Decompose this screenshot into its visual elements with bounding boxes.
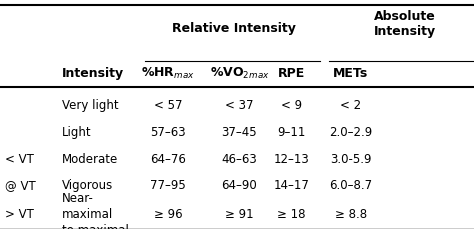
Text: 57–63: 57–63 — [150, 126, 186, 139]
Text: ≥ 18: ≥ 18 — [277, 208, 306, 221]
Text: ≥ 8.8: ≥ 8.8 — [335, 208, 367, 221]
Text: Near-
maximal
to maximal: Near- maximal to maximal — [62, 192, 128, 229]
Text: 77–95: 77–95 — [150, 179, 186, 192]
Text: 3.0-5.9: 3.0-5.9 — [330, 153, 372, 166]
Text: 46–63: 46–63 — [221, 153, 257, 166]
Text: 37–45: 37–45 — [221, 126, 257, 139]
Text: Vigorous: Vigorous — [62, 179, 113, 192]
Text: Very light: Very light — [62, 99, 118, 112]
Text: 9–11: 9–11 — [277, 126, 306, 139]
Text: Light: Light — [62, 126, 91, 139]
Text: 6.0–8.7: 6.0–8.7 — [329, 179, 372, 192]
Text: 14–17: 14–17 — [273, 179, 310, 192]
Text: < 2: < 2 — [340, 99, 361, 112]
Text: Relative Intensity: Relative Intensity — [172, 22, 295, 35]
Text: Moderate: Moderate — [62, 153, 118, 166]
Text: ≥ 91: ≥ 91 — [225, 208, 254, 221]
Text: < 57: < 57 — [154, 99, 182, 112]
Text: %$\bf{VO}$$_{2\mathit{max}}$: %$\bf{VO}$$_{2\mathit{max}}$ — [210, 66, 269, 81]
Text: > VT: > VT — [5, 208, 34, 221]
Text: < VT: < VT — [5, 153, 34, 166]
Text: Absolute
Intensity: Absolute Intensity — [374, 10, 437, 38]
Text: Intensity: Intensity — [62, 67, 124, 80]
Text: 64–76: 64–76 — [150, 153, 186, 166]
Text: < 37: < 37 — [225, 99, 254, 112]
Text: 2.0–2.9: 2.0–2.9 — [329, 126, 373, 139]
Text: ≥ 96: ≥ 96 — [154, 208, 182, 221]
Text: 12–13: 12–13 — [273, 153, 310, 166]
Text: 64–90: 64–90 — [221, 179, 257, 192]
Text: < 9: < 9 — [281, 99, 302, 112]
Text: RPE: RPE — [278, 67, 305, 80]
Text: %$\bf{HR}$$_{\mathit{max}}$: %$\bf{HR}$$_{\mathit{max}}$ — [141, 66, 195, 81]
Text: @ VT: @ VT — [5, 179, 36, 192]
Text: METs: METs — [333, 67, 368, 80]
